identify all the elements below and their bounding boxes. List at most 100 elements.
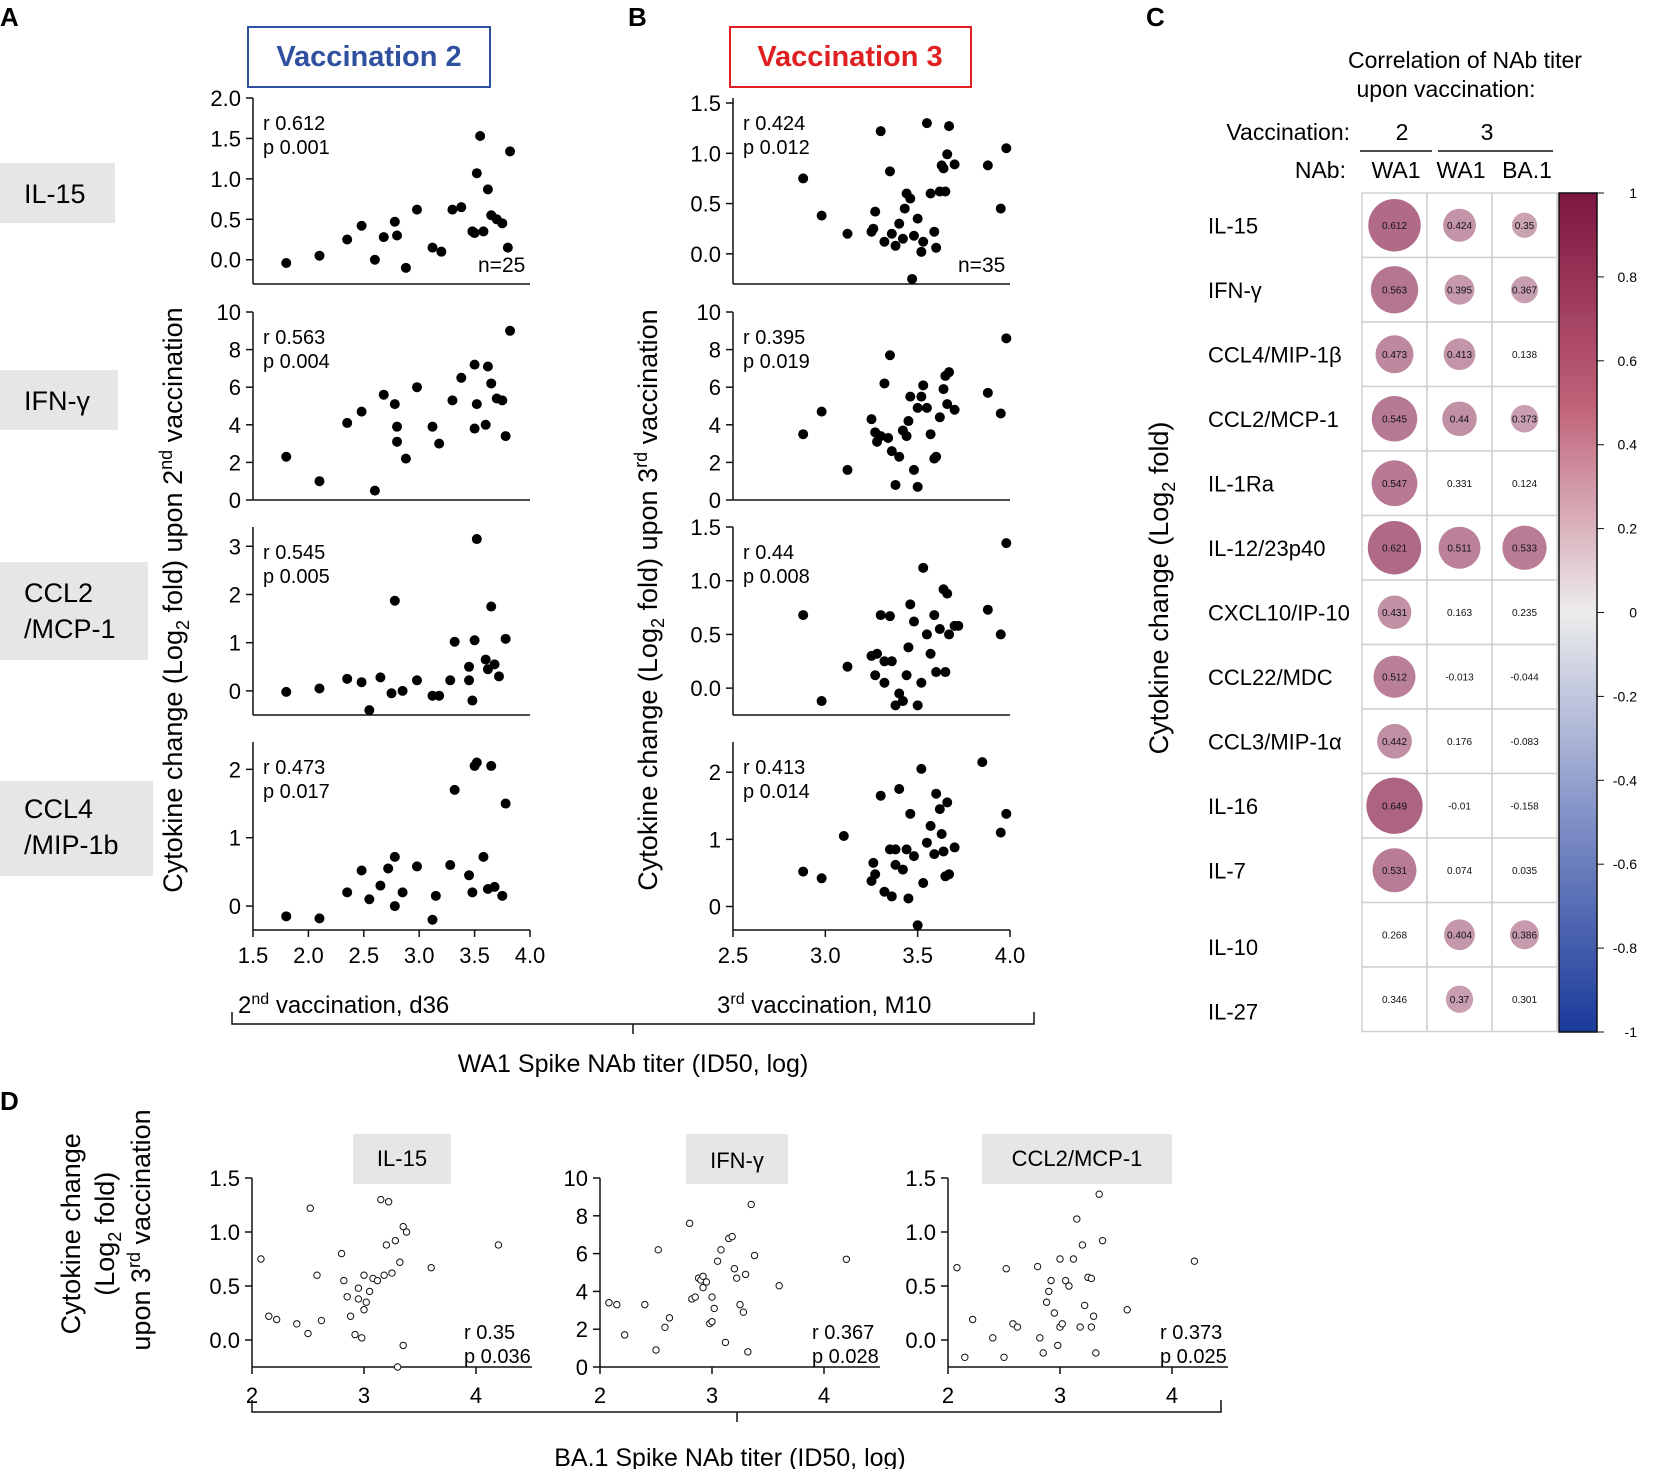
data-point bbox=[903, 416, 914, 427]
panel-b-ylabel-sub: 2 bbox=[648, 618, 668, 628]
y-tick-label: 1.0 bbox=[690, 569, 721, 594]
panel-c-y-axis-label: Cytokine change (Log2 fold) bbox=[1144, 422, 1179, 755]
data-point bbox=[916, 677, 927, 688]
data-point bbox=[842, 1255, 851, 1263]
colorbar-tick-label: -1 bbox=[1625, 1024, 1638, 1040]
heatmap-circle bbox=[1371, 396, 1418, 442]
y-tick-label: 6 bbox=[576, 1242, 588, 1267]
heatmap-value: 0.431 bbox=[1382, 608, 1407, 619]
data-point bbox=[467, 887, 478, 898]
panel-a-y-axis-label: Cytokine change (Log2 fold) upon 2nd vac… bbox=[156, 307, 193, 892]
y-tick-label: 1.0 bbox=[905, 1220, 936, 1245]
x-tick-label: 3 bbox=[1054, 1383, 1066, 1408]
data-point bbox=[931, 451, 942, 462]
data-point bbox=[620, 1331, 629, 1339]
r-value: r 0.35 bbox=[464, 1322, 515, 1344]
data-point bbox=[365, 1287, 374, 1296]
heatmap-cell bbox=[1491, 708, 1558, 775]
x-tick-label: 4.0 bbox=[995, 943, 1026, 968]
heatmap-value: 0.163 bbox=[1447, 608, 1472, 619]
data-point bbox=[816, 210, 827, 221]
panel-c-title-line2: upon vaccination: bbox=[1356, 76, 1535, 102]
data-point bbox=[868, 223, 879, 234]
data-point bbox=[383, 863, 394, 874]
data-point bbox=[883, 432, 894, 443]
y-tick-label: 1.0 bbox=[210, 167, 241, 192]
panel-d-ylabel-line2sub: 2 bbox=[105, 1232, 125, 1242]
data-point bbox=[879, 378, 890, 389]
data-point bbox=[908, 851, 919, 862]
heatmap-value: 0.44 bbox=[1450, 414, 1470, 425]
data-point bbox=[842, 228, 853, 239]
y-tick-label: 0 bbox=[576, 1355, 588, 1380]
data-point bbox=[870, 206, 881, 217]
data-point bbox=[884, 350, 895, 361]
data-point bbox=[304, 1329, 312, 1338]
data-point bbox=[377, 1195, 385, 1204]
data-point bbox=[375, 880, 386, 891]
data-point bbox=[875, 126, 886, 137]
data-point bbox=[342, 234, 353, 245]
panel-d-ylabel-line3sup: rd bbox=[124, 1252, 144, 1268]
data-point bbox=[942, 399, 953, 410]
data-point bbox=[798, 610, 809, 621]
r-value: r 0.44 bbox=[743, 542, 794, 564]
data-point bbox=[343, 1293, 351, 1301]
data-point bbox=[1045, 1287, 1053, 1296]
data-point bbox=[866, 414, 877, 425]
x-tick-label: 3.0 bbox=[404, 943, 435, 968]
data-point bbox=[750, 1251, 759, 1260]
data-point bbox=[897, 864, 908, 875]
data-point bbox=[838, 831, 849, 841]
data-point bbox=[342, 887, 353, 898]
heatmap-value: 0.367 bbox=[1512, 285, 1537, 296]
data-point bbox=[741, 1270, 750, 1279]
heatmap-row-label: IL-16 bbox=[1208, 794, 1258, 819]
data-point bbox=[314, 913, 325, 924]
data-point bbox=[378, 232, 389, 243]
colorbar bbox=[1558, 192, 1598, 1033]
data-point bbox=[493, 671, 504, 682]
panel-b-xcap-num: 3 bbox=[717, 992, 730, 1019]
heatmap-value: 0.138 bbox=[1512, 350, 1537, 361]
data-point bbox=[400, 262, 411, 273]
data-point bbox=[391, 1236, 400, 1245]
heatmap-value: -0.083 bbox=[1510, 737, 1539, 748]
heatmap-value: 0.612 bbox=[1382, 221, 1407, 232]
data-point bbox=[356, 677, 367, 688]
data-point bbox=[486, 378, 497, 389]
data-point bbox=[469, 359, 480, 370]
data-point bbox=[699, 1272, 707, 1280]
heatmap-cell bbox=[1426, 643, 1493, 710]
data-point bbox=[478, 851, 489, 862]
heatmap-circle bbox=[1377, 723, 1412, 759]
data-point bbox=[389, 399, 400, 410]
data-point bbox=[447, 204, 458, 215]
heatmap-value: 0.235 bbox=[1512, 608, 1537, 619]
data-point bbox=[744, 1348, 752, 1356]
heatmap-circle bbox=[1510, 404, 1539, 433]
data-point bbox=[982, 160, 993, 171]
heatmap-cell bbox=[1361, 966, 1428, 1033]
data-point bbox=[944, 629, 955, 640]
data-point bbox=[346, 1312, 355, 1320]
heatmap-value: 0.413 bbox=[1447, 350, 1472, 361]
heatmap-cell bbox=[1426, 708, 1493, 775]
heatmap-cell bbox=[1426, 837, 1493, 904]
p-value: p 0.014 bbox=[743, 781, 810, 803]
colorbar-tick-label: -0.4 bbox=[1613, 772, 1637, 788]
data-point bbox=[890, 240, 901, 251]
data-point bbox=[921, 837, 932, 848]
row-label-ccl4-line1: CCL4 bbox=[24, 794, 93, 824]
data-point bbox=[897, 696, 908, 707]
data-point bbox=[505, 146, 516, 157]
y-tick-label: 10 bbox=[217, 300, 241, 325]
data-point bbox=[427, 1263, 435, 1272]
data-point bbox=[306, 1204, 314, 1212]
data-point bbox=[1056, 1255, 1064, 1263]
data-point bbox=[392, 436, 403, 447]
y-tick-label: 4 bbox=[576, 1279, 588, 1304]
r-value: r 0.473 bbox=[263, 757, 325, 779]
p-value: p 0.017 bbox=[263, 781, 330, 803]
